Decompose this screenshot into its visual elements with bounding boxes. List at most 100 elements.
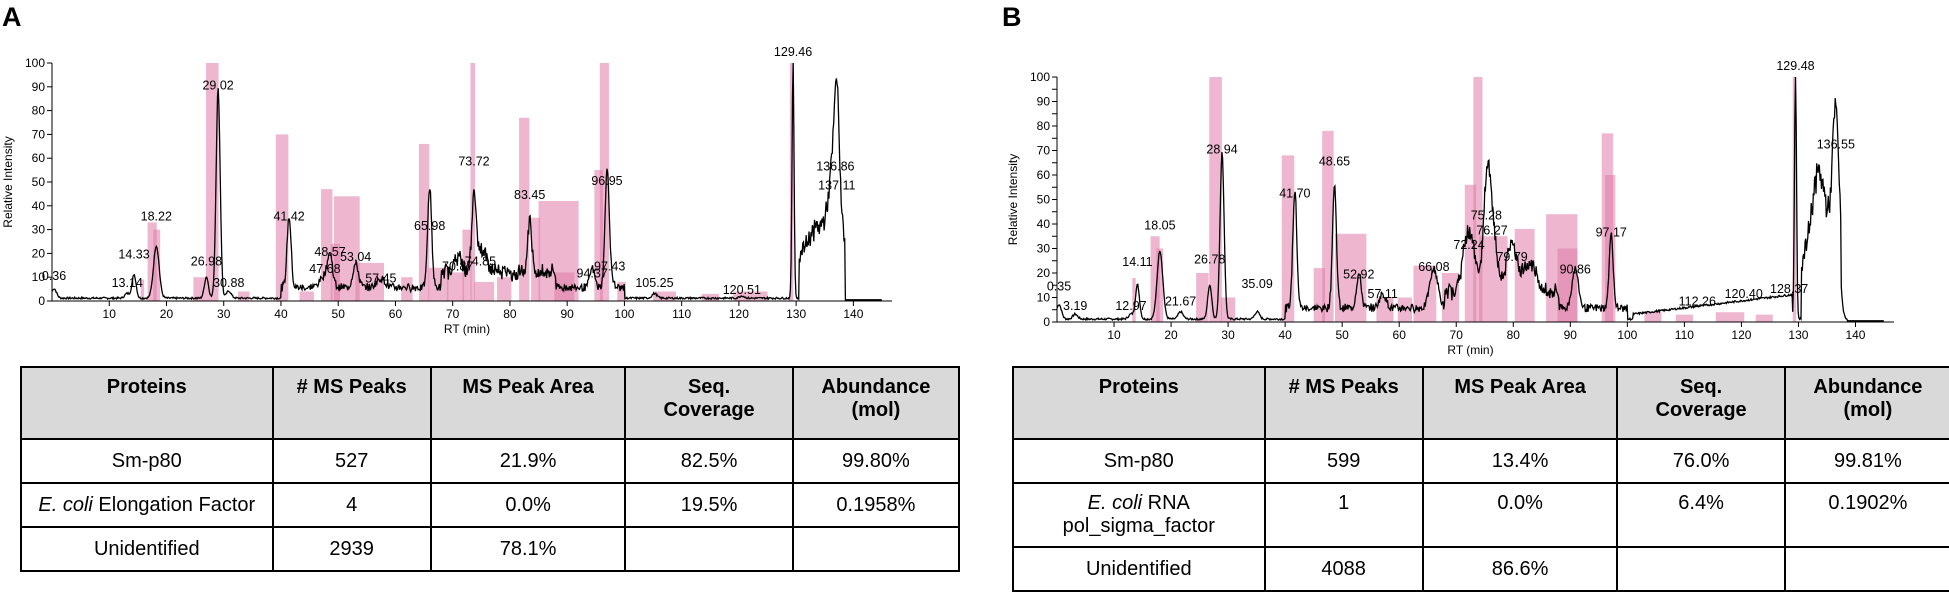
peak-label: 0.35 <box>1047 280 1071 294</box>
species-name: E. coli <box>1087 492 1143 514</box>
peak-label: 26.78 <box>1194 253 1225 267</box>
peak-label: 120.51 <box>723 283 761 297</box>
y-tick-label: 10 <box>32 270 46 284</box>
peak-label: 83.45 <box>514 188 545 202</box>
x-axis-label: RT (min) <box>444 322 490 336</box>
ms-peak-bar <box>1156 248 1164 322</box>
chromatogram-trace <box>1056 76 1884 322</box>
cell-peaks: 4088 <box>1263 546 1424 592</box>
header-abundance: Abundance (mol) <box>1783 366 1949 440</box>
ms-peak-bar <box>470 63 476 301</box>
ms-peak-bar <box>519 117 530 302</box>
ms-peak-bar <box>1715 312 1745 322</box>
peak-label: 47.68 <box>309 262 340 276</box>
header-ms-peak-area: MS Peak Area <box>1421 366 1619 440</box>
peak-label: 137.11 <box>818 179 855 193</box>
x-tick-label: 120 <box>729 307 749 321</box>
peak-label: 94.37 <box>577 267 608 281</box>
table-row: E. coli Elongation Factor 4 0.0% 19.5% 0… <box>20 482 961 528</box>
y-tick-label: 80 <box>32 104 46 118</box>
ms-peak-bar <box>140 279 145 301</box>
ms-peak-bar <box>321 189 333 301</box>
panel-letter: B <box>1002 2 1022 32</box>
table-row: Unidentified 4088 86.6% <box>1012 546 1949 592</box>
ms-peak-bar <box>418 143 430 301</box>
y-axis-label: Relative Intensity <box>1006 154 1020 245</box>
bar-group <box>1132 77 1797 322</box>
y-tick-label: 30 <box>32 223 46 237</box>
peak-label: 120.40 <box>1725 287 1763 301</box>
cell-area: 13.4% <box>1421 438 1619 484</box>
peak-label: 35.09 <box>1241 277 1272 291</box>
cell-peaks: 4 <box>271 482 432 528</box>
y-tick-label: 100 <box>25 56 45 70</box>
x-tick-label: 110 <box>1675 328 1694 342</box>
y-tick-label: 0 <box>1043 315 1050 329</box>
header-ms-peaks: # MS Peaks <box>1263 366 1424 440</box>
chromatogram-chart: 10 20 30 40 50 60 70 80 90 100 110 120 130 140 0 10 20 30… <box>1 45 892 336</box>
ms-peak-bar <box>653 291 676 301</box>
ms-peak-bar <box>733 291 768 301</box>
peak-label: 41.70 <box>1279 187 1310 201</box>
cell-abundance: 99.80% <box>791 438 961 484</box>
x-tick-label: 30 <box>1221 328 1235 342</box>
ms-peak-bar <box>1675 314 1693 322</box>
cell-peaks: 2939 <box>271 526 432 572</box>
x-tick-label: 80 <box>1507 328 1521 342</box>
cell-coverage: 76.0% <box>1616 438 1786 484</box>
y-tick-label: 0 <box>38 294 45 308</box>
cell-protein: Unidentified <box>1012 546 1266 592</box>
y-axis-label: Relative Intensity <box>1 136 15 227</box>
header-proteins: Proteins <box>20 366 274 440</box>
ms-peak-bar <box>531 217 541 301</box>
x-tick-label: 80 <box>503 307 517 321</box>
cell-coverage: 19.5% <box>624 482 794 528</box>
peak-label: 74.85 <box>465 255 496 269</box>
x-tick-label: 100 <box>1617 328 1637 342</box>
cell-protein: E. coli Elongation Factor <box>20 482 274 528</box>
ms-peak-bar <box>1376 297 1394 322</box>
y-tick-label: 60 <box>32 151 46 165</box>
x-tick-label: 10 <box>103 307 117 321</box>
cell-coverage: 6.4% <box>1616 482 1786 548</box>
chromatogram-chart: 10 20 30 40 50 60 70 80 90 100 110 120 130 140 0 10 20 30… <box>1006 59 1894 357</box>
ms-peak-bar <box>1150 236 1160 322</box>
cell-abundance: 99.81% <box>1783 438 1949 484</box>
peak-label: 21.67 <box>1165 294 1196 308</box>
ms-peak-bar <box>1557 248 1578 322</box>
ms-peak-bar <box>238 291 250 301</box>
x-tick-label: 60 <box>1393 328 1407 342</box>
ms-peak-bar <box>1755 314 1773 322</box>
peak-label: 129.46 <box>774 45 812 59</box>
ms-peak-bar <box>1473 77 1483 322</box>
peak-label: 18.22 <box>141 209 172 223</box>
table-row: Sm-p80 527 21.9% 82.5% 99.80% <box>20 438 961 484</box>
cell-area: 21.9% <box>429 438 627 484</box>
table-row: Unidentified 2939 78.1% <box>20 526 961 572</box>
peak-label: 75.28 <box>1471 209 1502 223</box>
y-tick-label: 90 <box>1037 95 1051 109</box>
ms-peak-bar <box>153 229 161 301</box>
x-tick-label: 100 <box>614 307 634 321</box>
peak-label: 29.02 <box>202 79 233 93</box>
panel-a: A 10 20 30 40 50 60 70 80 90 100 110 120 130 140 0 10 20… <box>0 0 974 598</box>
peak-label: 96.95 <box>591 174 622 188</box>
cell-peaks: 1 <box>1263 482 1424 548</box>
cell-protein: Sm-p80 <box>20 438 274 484</box>
x-tick-label: 70 <box>1450 328 1464 342</box>
ms-peak-bar <box>497 277 512 301</box>
x-tick-label: 60 <box>389 307 403 321</box>
ms-peak-bar <box>617 281 626 301</box>
peak-label: 13.14 <box>112 276 143 290</box>
header-ms-peak-area: MS Peak Area <box>429 366 627 440</box>
x-tick-label: 20 <box>160 307 174 321</box>
y-tick-label: 100 <box>1030 70 1050 84</box>
y-tick-label: 40 <box>32 199 46 213</box>
x-tick-label: 10 <box>1107 328 1121 342</box>
cell-area: 78.1% <box>429 526 627 572</box>
peak-label: 66.08 <box>1418 260 1449 274</box>
peak-label: 136.86 <box>816 159 854 173</box>
ms-peak-bar <box>1479 236 1508 322</box>
peak-label: 79.79 <box>1496 250 1527 264</box>
peak-label: 30.88 <box>213 276 244 290</box>
